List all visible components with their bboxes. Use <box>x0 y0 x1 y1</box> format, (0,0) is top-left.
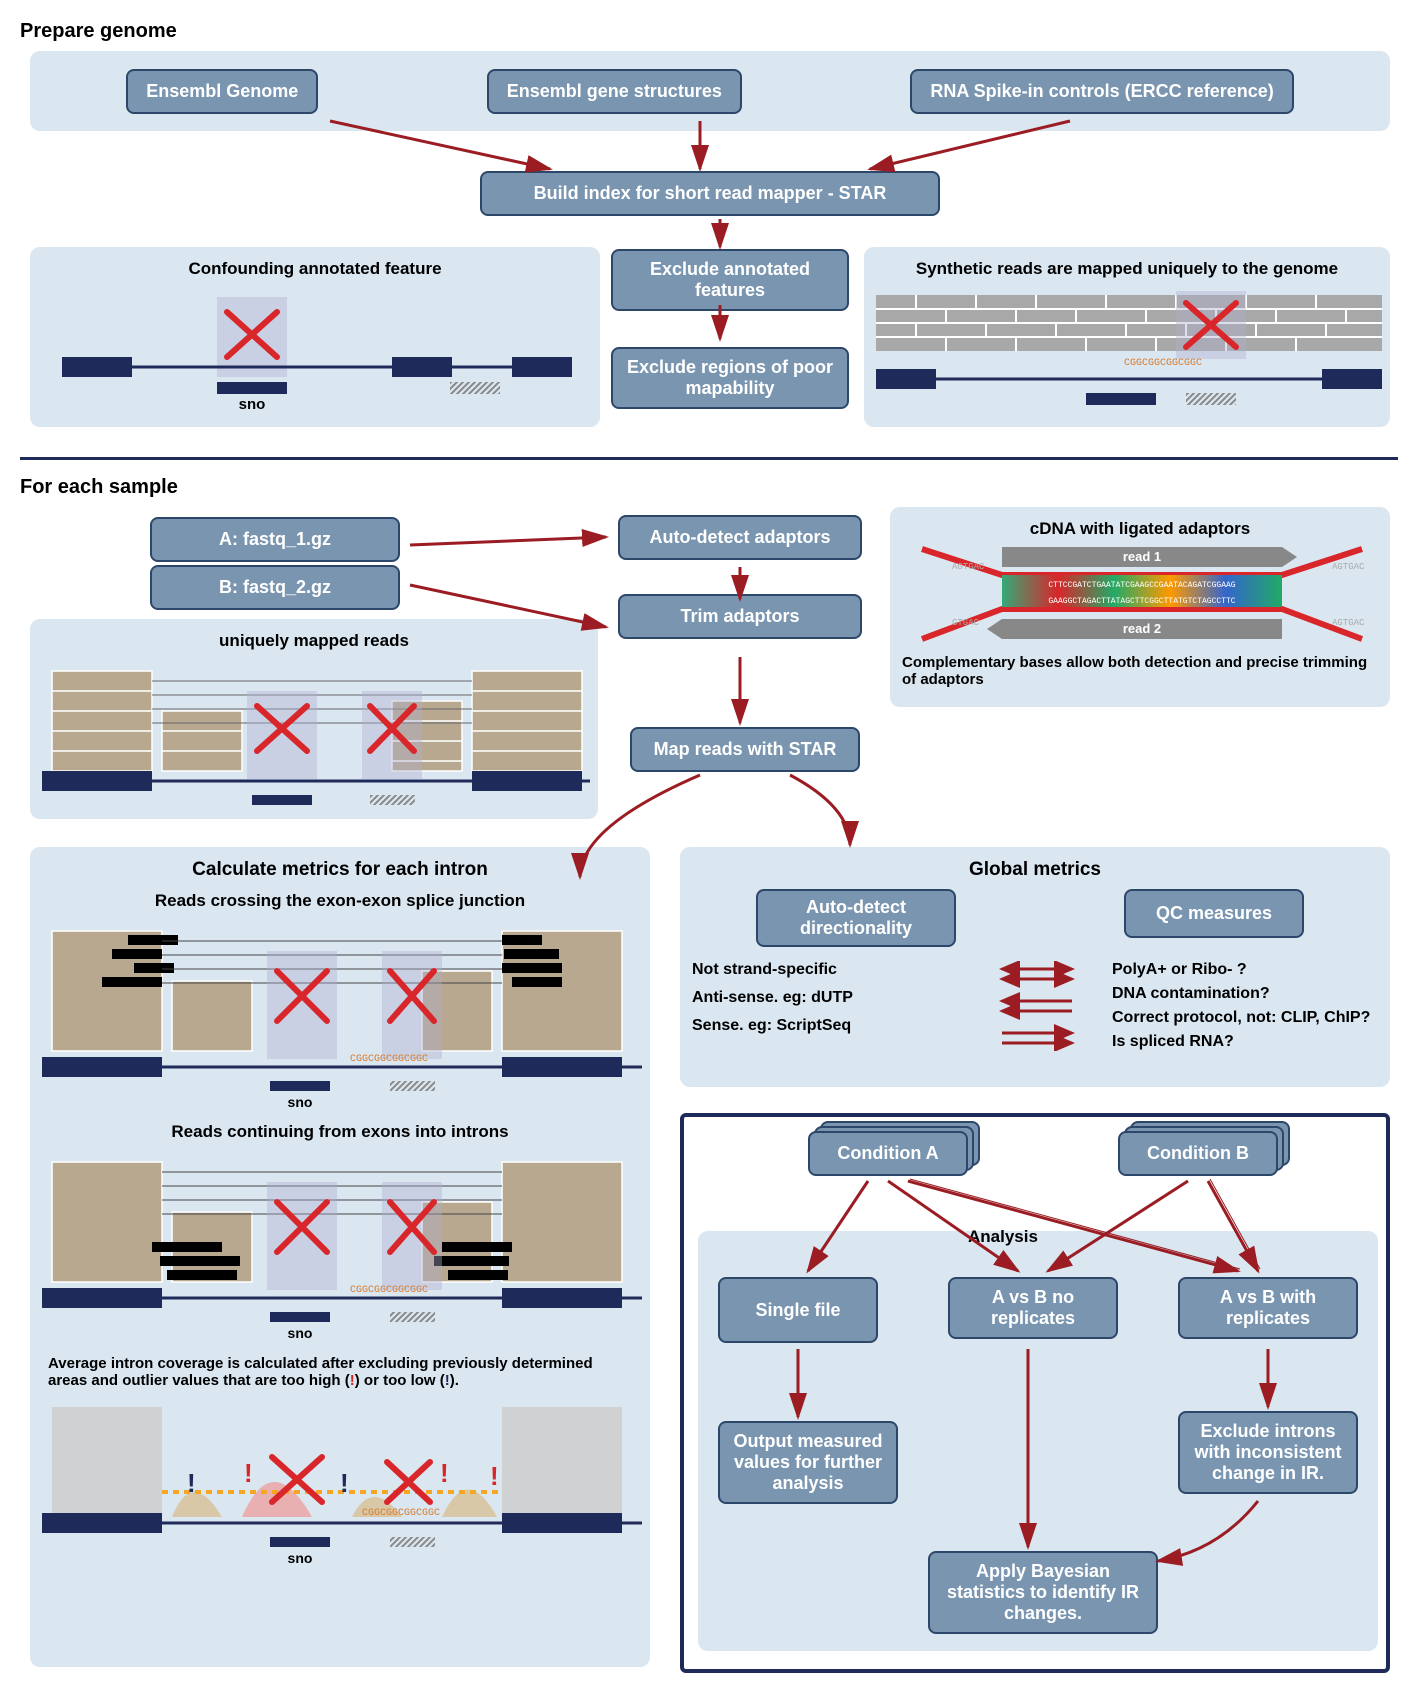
svg-text:GAAGGCTAGACTTATAGCTTCGGCTTATGT: GAAGGCTAGACTTATAGCTTCGGCTTATGTCTAGCCTTC <box>1048 597 1235 606</box>
sno-label: sno <box>239 396 266 413</box>
svg-text:sno: sno <box>288 1094 313 1110</box>
node-qc: QC measures <box>1124 889 1304 938</box>
sample-section: A: fastq_1.gz B: fastq_2.gz Auto-detect … <box>20 507 1398 1687</box>
qc-dna: DNA contamination? <box>1112 985 1378 1003</box>
node-build-index: Build index for short read mapper - STAR <box>480 171 940 216</box>
synthetic-svg: CGGCGGCGGCGGC <box>876 285 1382 415</box>
compl-caption: Complementary bases allow both detection… <box>902 654 1378 688</box>
synthetic-panel: Synthetic reads are mapped uniquely to t… <box>864 247 1390 427</box>
cond-a-stack: Condition A <box>808 1131 968 1179</box>
read2-label: read 2 <box>1123 621 1161 636</box>
node-spikein: RNA Spike-in controls (ERCC reference) <box>910 69 1293 114</box>
svg-text:sno: sno <box>288 1550 313 1566</box>
qc-polya: PolyA+ or Ribo- ? <box>1112 961 1378 979</box>
svg-text:AGTGAC: AGTGAC <box>952 562 985 572</box>
node-auto-dir: Auto-detect directionality <box>756 889 956 947</box>
avg-caption: Average intron coverage is calculated af… <box>48 1355 632 1389</box>
svg-text:CGGCGGCGGCGGC: CGGCGGCGGCGGC <box>350 1054 428 1065</box>
exclude-column: Exclude annotated features Exclude regio… <box>605 241 855 417</box>
qc-protocol: Correct protocol, not: CLIP, ChIP? <box>1112 1009 1378 1027</box>
node-fastq2: B: fastq_2.gz <box>150 565 400 610</box>
node-map-star: Map reads with STAR <box>630 727 860 772</box>
crossing-svg: CGGCGGCGGCGGC sno <box>42 911 642 1111</box>
svg-text:!: ! <box>490 1461 499 1491</box>
read1-label: read 1 <box>1123 549 1161 564</box>
cdna-caption: cDNA with ligated adaptors <box>902 519 1378 539</box>
svg-text:!: ! <box>340 1468 349 1498</box>
not-strand: Not strand-specific <box>692 961 992 979</box>
uniq-panel: uniquely mapped reads <box>30 619 598 819</box>
node-excl-introns: Exclude introns with inconsistent change… <box>1178 1411 1358 1494</box>
continuing-caption: Reads continuing from exons into introns <box>42 1122 638 1142</box>
svg-text:!: ! <box>440 1458 449 1488</box>
analysis-frame: Condition A Condition B Analysis Single … <box>680 1113 1390 1673</box>
svg-text:CGGCGGCGGCGGC: CGGCGGCGGCGGC <box>362 1508 440 1519</box>
svg-text:GTGAC: GTGAC <box>952 618 980 628</box>
cdna-panel: cDNA with ligated adaptors read 1 <box>890 507 1390 707</box>
global-metrics-title: Global metrics <box>692 859 1378 881</box>
calc-metrics-panel: Calculate metrics for each intron Reads … <box>30 847 650 1667</box>
node-avsb-no: A vs B no replicates <box>948 1277 1118 1339</box>
continuing-svg: CGGCGGCGGCGGC sno <box>42 1142 642 1342</box>
svg-text:sno: sno <box>288 1325 313 1341</box>
uniq-svg <box>42 651 590 811</box>
sample-title: For each sample <box>20 476 1398 499</box>
svg-text:CGGCGGCGGCGGC: CGGCGGCGGCGGC <box>350 1285 428 1296</box>
node-trim-adaptors: Trim adaptors <box>618 594 862 639</box>
confounding-caption: Confounding annotated feature <box>42 259 588 279</box>
node-excl-annot: Exclude annotated features <box>611 249 849 311</box>
crossing-caption: Reads crossing the exon-exon splice junc… <box>42 891 638 911</box>
qc-spliced: Is spliced RNA? <box>1112 1033 1378 1051</box>
svg-text:AGTGAC: AGTGAC <box>1332 562 1365 572</box>
top-row-panel: Ensembl Genome Ensembl gene structures R… <box>30 51 1390 131</box>
figure-root: Prepare genome Ensembl Genome Ensembl ge… <box>20 20 1398 1687</box>
analysis-panel: Analysis Single file A vs B no replicate… <box>698 1231 1378 1651</box>
node-auto-adaptors: Auto-detect adaptors <box>618 515 862 560</box>
confounding-svg: sno <box>42 287 592 417</box>
node-excl-poor: Exclude regions of poor mapability <box>611 347 849 409</box>
synthetic-caption: Synthetic reads are mapped uniquely to t… <box>876 259 1378 279</box>
cdna-svg: read 1 <box>902 539 1382 649</box>
analysis-label: Analysis <box>968 1227 1038 1247</box>
node-fastq1: A: fastq_1.gz <box>150 517 400 562</box>
section-divider <box>20 457 1398 460</box>
node-bayes: Apply Bayesian statistics to identify IR… <box>928 1551 1158 1634</box>
cond-b-stack: Condition B <box>1118 1131 1278 1179</box>
adaptor-column: Auto-detect adaptors Trim adaptors <box>610 507 870 647</box>
avg-svg: ! ! ! ! ! CGGCGGCGGCGGC sno <box>42 1397 642 1567</box>
dir-arrows <box>992 961 1092 1051</box>
confounding-panel: Confounding annotated feature sno <box>30 247 600 427</box>
node-single-file: Single file <box>718 1277 878 1343</box>
node-avsb-with: A vs B with replicates <box>1178 1277 1358 1339</box>
global-metrics-panel: Global metrics Auto-detect directionalit… <box>680 847 1390 1087</box>
node-ensembl-genome: Ensembl Genome <box>126 69 318 114</box>
svg-text:CTTCCGATCTGAATATCGAAGCCGAATACA: CTTCCGATCTGAATATCGAAGCCGAATACAGATCGGAAG <box>1048 581 1235 590</box>
svg-text:!: ! <box>187 1468 196 1498</box>
calc-metrics-title: Calculate metrics for each intron <box>42 859 638 881</box>
prepare-section: Ensembl Genome Ensembl gene structures R… <box>20 51 1398 441</box>
svg-text:!: ! <box>244 1458 253 1488</box>
antisense: Anti-sense. eg: dUTP <box>692 989 992 1007</box>
seq-text-1: CGGCGGCGGCGGC <box>1124 358 1202 369</box>
uniq-caption: uniquely mapped reads <box>42 631 586 651</box>
node-out-meas: Output measured values for further analy… <box>718 1421 898 1504</box>
node-ensembl-struct: Ensembl gene structures <box>487 69 742 114</box>
sense: Sense. eg: ScriptSeq <box>692 1017 992 1035</box>
prepare-title: Prepare genome <box>20 20 1398 43</box>
svg-text:AGTGAC: AGTGAC <box>1332 618 1365 628</box>
